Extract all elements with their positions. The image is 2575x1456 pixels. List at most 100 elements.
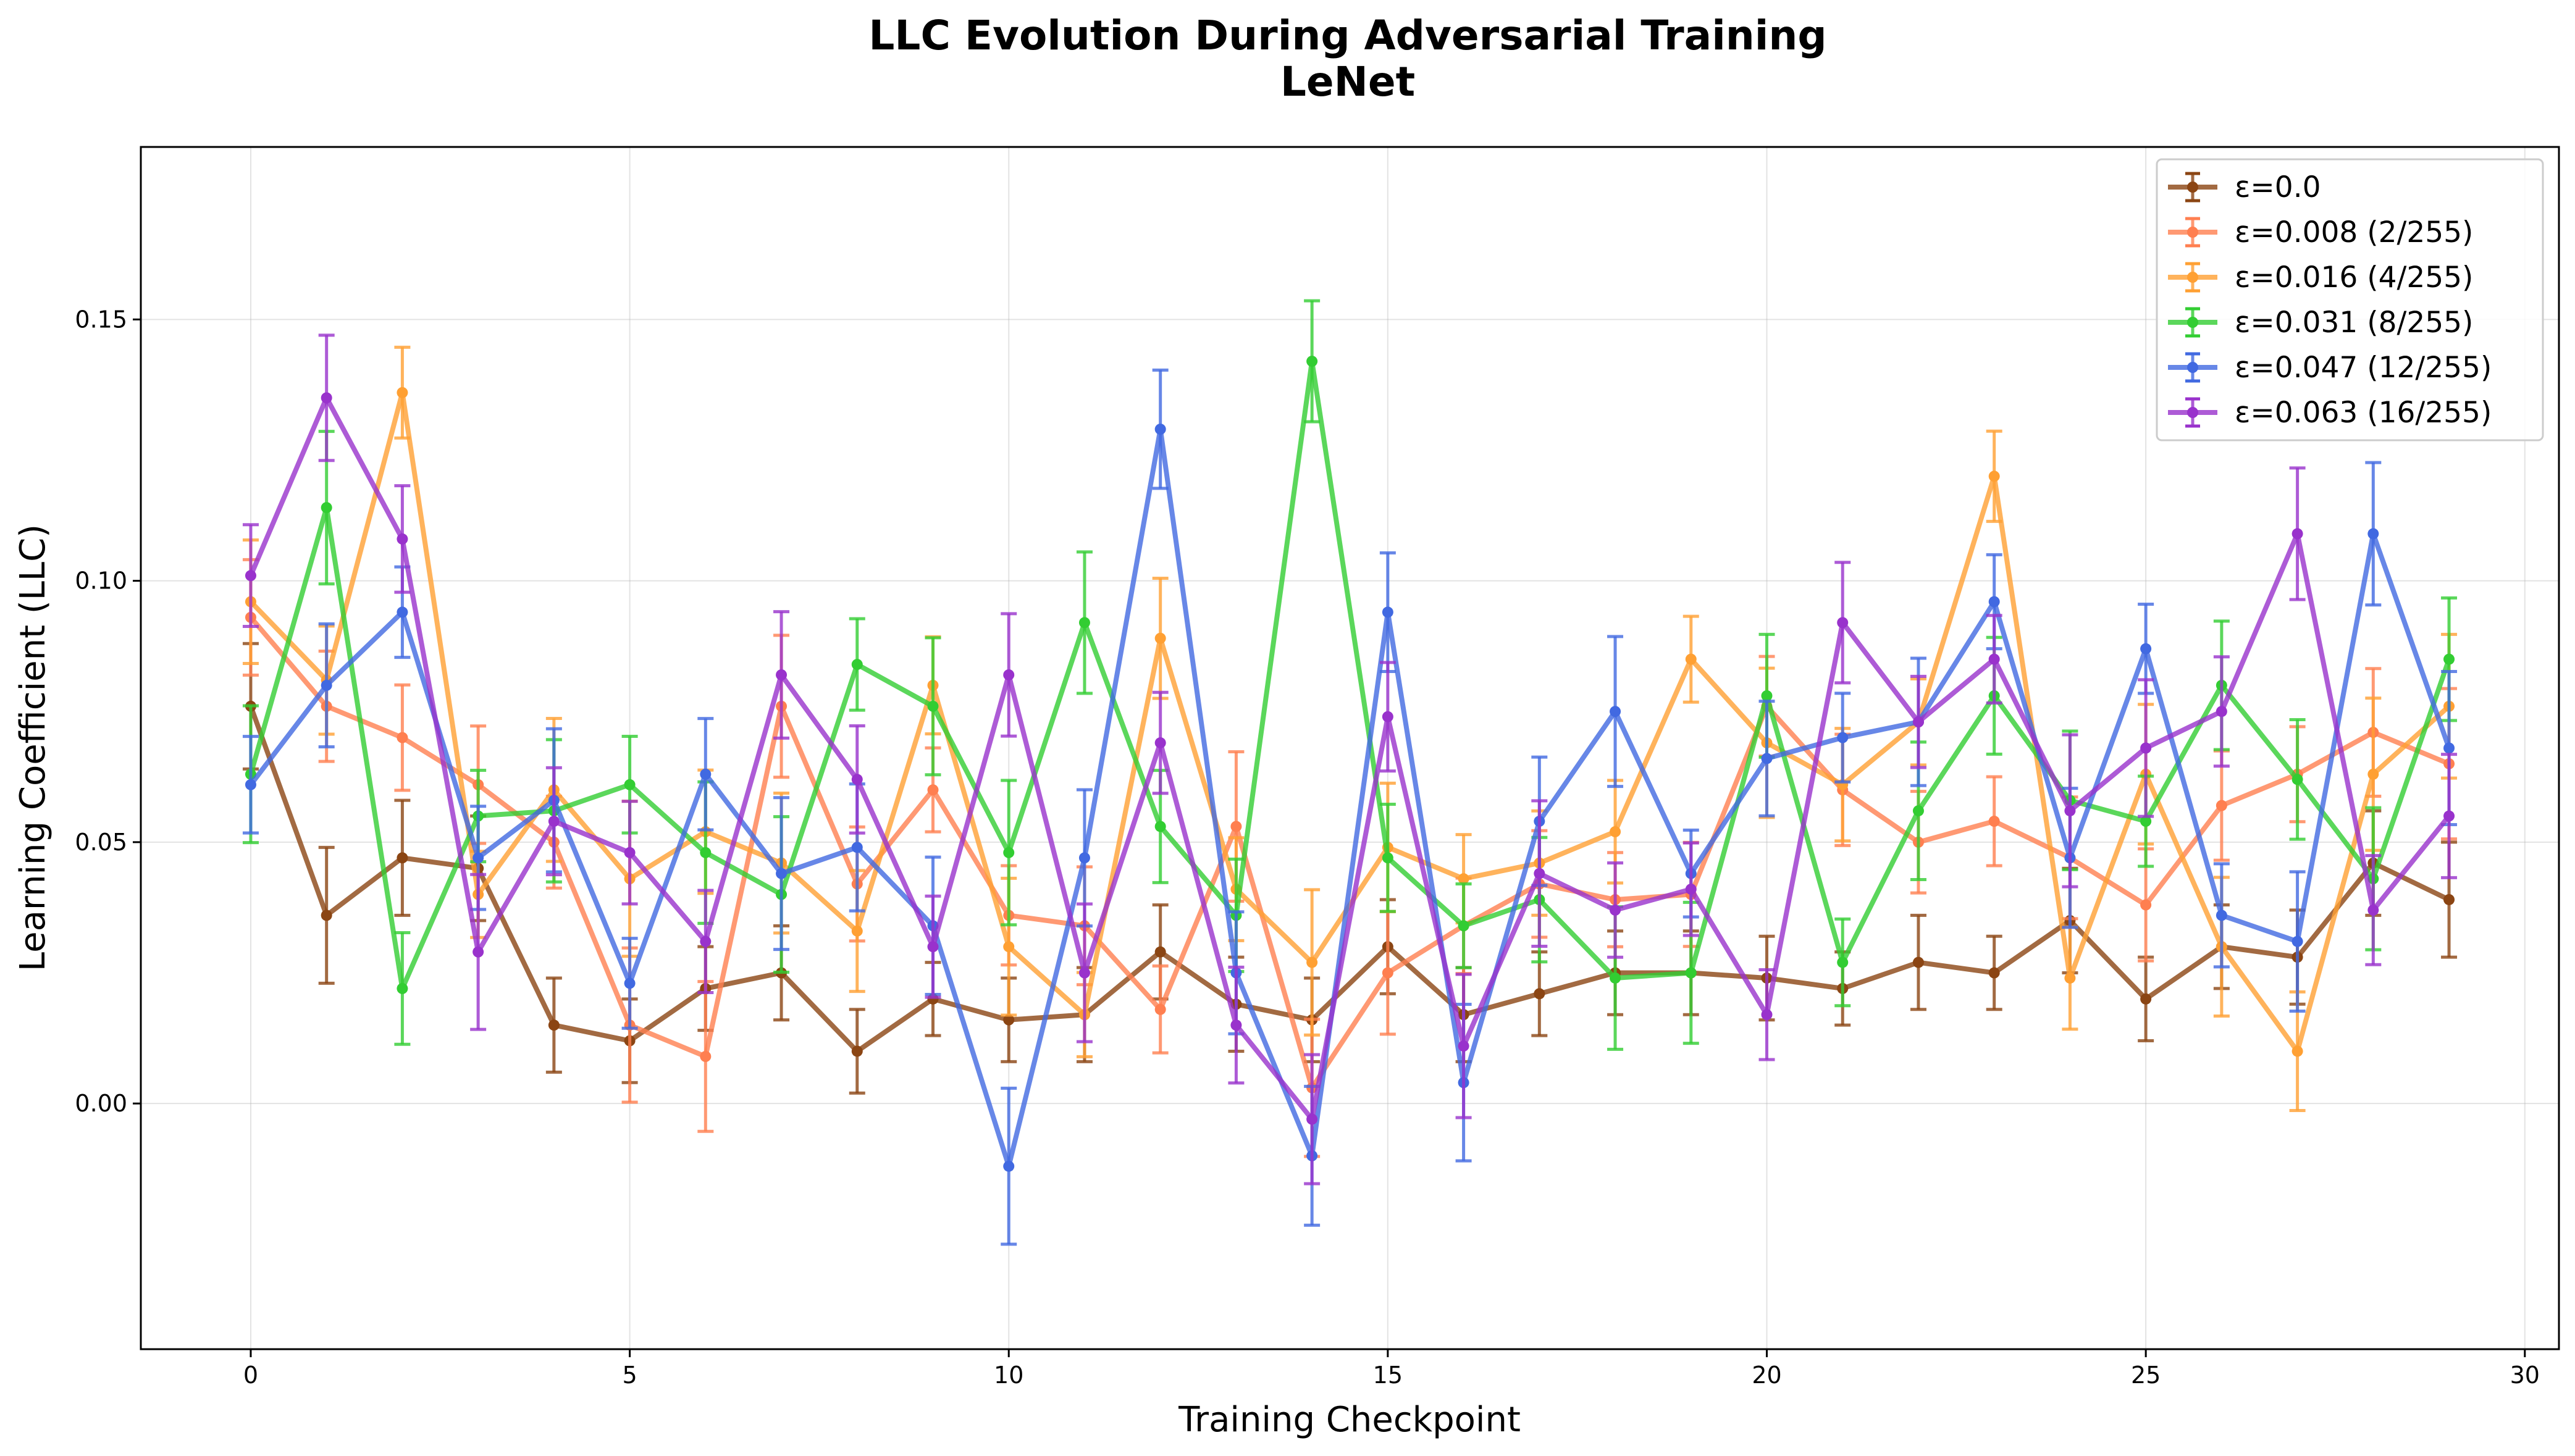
chart-title: LLC Evolution During Adversarial Trainin… — [868, 12, 1826, 59]
legend: ε=0.0 ε=0.008 (2/255) ε=0.016 (4/255) ε=0.0… — [2156, 158, 2544, 441]
data-point — [1610, 972, 1621, 984]
data-point — [1685, 653, 1697, 665]
data-point — [624, 779, 636, 790]
y-tick-label: 0.05 — [75, 829, 127, 856]
data-point — [473, 946, 484, 958]
data-point — [1761, 753, 1773, 764]
data-point — [1003, 1014, 1015, 1026]
data-point — [1988, 816, 2000, 827]
data-point — [1154, 1003, 1166, 1015]
data-point — [1988, 653, 2000, 665]
data-point — [1154, 424, 1166, 435]
data-point — [1382, 711, 1393, 722]
data-point — [1154, 632, 1166, 644]
data-point — [397, 387, 408, 398]
data-point — [1610, 826, 1621, 837]
data-point — [1078, 617, 1090, 629]
data-point — [321, 679, 332, 691]
data-point — [2291, 1045, 2303, 1057]
data-point — [1154, 737, 1166, 749]
data-point — [2140, 742, 2152, 754]
data-point — [2443, 653, 2455, 665]
data-point — [1685, 967, 1697, 979]
data-point — [851, 659, 863, 671]
data-point — [1382, 606, 1393, 618]
data-point — [2291, 774, 2303, 785]
y-tick-label: 0.15 — [75, 306, 127, 333]
data-point — [1761, 1009, 1773, 1021]
data-point — [1306, 956, 1318, 968]
data-point — [2140, 899, 2152, 911]
series-line — [248, 705, 2450, 1054]
legend-marker — [2187, 362, 2198, 373]
data-point — [700, 1050, 712, 1062]
data-point — [1837, 732, 1849, 743]
series-line — [248, 616, 2450, 1090]
x-tick-label: 30 — [2510, 1362, 2540, 1389]
data-point — [2367, 528, 2379, 540]
data-point — [1685, 884, 1697, 895]
data-point — [851, 842, 863, 853]
data-point — [1003, 941, 1015, 953]
data-point — [2216, 706, 2227, 718]
data-point — [2291, 528, 2303, 540]
data-point — [851, 1045, 863, 1057]
plot-frame — [140, 146, 2560, 1350]
legend-label: ε=0.0 — [2235, 170, 2321, 204]
data-point — [548, 1019, 560, 1031]
data-point — [851, 774, 863, 785]
series-line — [248, 395, 2451, 1122]
data-point — [1306, 356, 1318, 367]
data-point — [1610, 904, 1621, 916]
data-point — [1154, 946, 1166, 958]
data-point — [1988, 967, 2000, 979]
legend-label: ε=0.016 (4/255) — [2235, 261, 2473, 295]
legend-marker — [2187, 272, 2198, 283]
data-point — [1458, 1040, 1469, 1052]
legend-label: ε=0.047 (12/255) — [2235, 351, 2492, 385]
data-point — [2367, 904, 2379, 916]
data-point — [700, 935, 712, 947]
data-point — [776, 868, 788, 879]
series-line — [248, 359, 2451, 991]
data-point — [2140, 993, 2152, 1005]
data-point — [1078, 967, 1090, 979]
legend-marker — [2187, 227, 2198, 238]
data-point — [1458, 873, 1469, 885]
data-point — [2443, 742, 2455, 754]
data-point — [1003, 1160, 1015, 1172]
data-point — [927, 784, 939, 796]
data-point — [1912, 956, 1924, 968]
x-tick-label: 10 — [994, 1362, 1023, 1389]
data-point — [2140, 816, 2152, 827]
data-point — [2443, 810, 2455, 822]
series-5 — [242, 333, 2458, 1186]
legend-marker — [2187, 182, 2198, 193]
series-line — [248, 427, 2451, 1169]
data-point — [473, 852, 484, 864]
data-point — [851, 925, 863, 937]
data-point — [321, 910, 332, 921]
data-point — [2367, 768, 2379, 780]
data-point — [624, 977, 636, 989]
data-point — [1458, 920, 1469, 932]
data-point — [700, 847, 712, 858]
data-point — [2443, 893, 2455, 905]
data-point — [1078, 852, 1090, 864]
data-point — [2216, 910, 2227, 921]
data-point — [1003, 847, 1015, 858]
y-tick-label: 0.10 — [75, 567, 127, 595]
legend-label: ε=0.063 (16/255) — [2235, 396, 2492, 430]
chart-subtitle: LeNet — [1280, 58, 1415, 106]
data-point — [1230, 821, 1242, 832]
data-point — [1988, 471, 2000, 482]
x-tick-label: 15 — [1373, 1362, 1403, 1389]
data-point — [245, 570, 256, 582]
data-point — [624, 847, 636, 858]
data-point — [776, 669, 788, 680]
data-point — [1382, 852, 1393, 864]
data-point — [927, 941, 939, 953]
data-point — [1761, 690, 1773, 701]
data-point — [1534, 868, 1545, 879]
data-point — [548, 816, 560, 827]
